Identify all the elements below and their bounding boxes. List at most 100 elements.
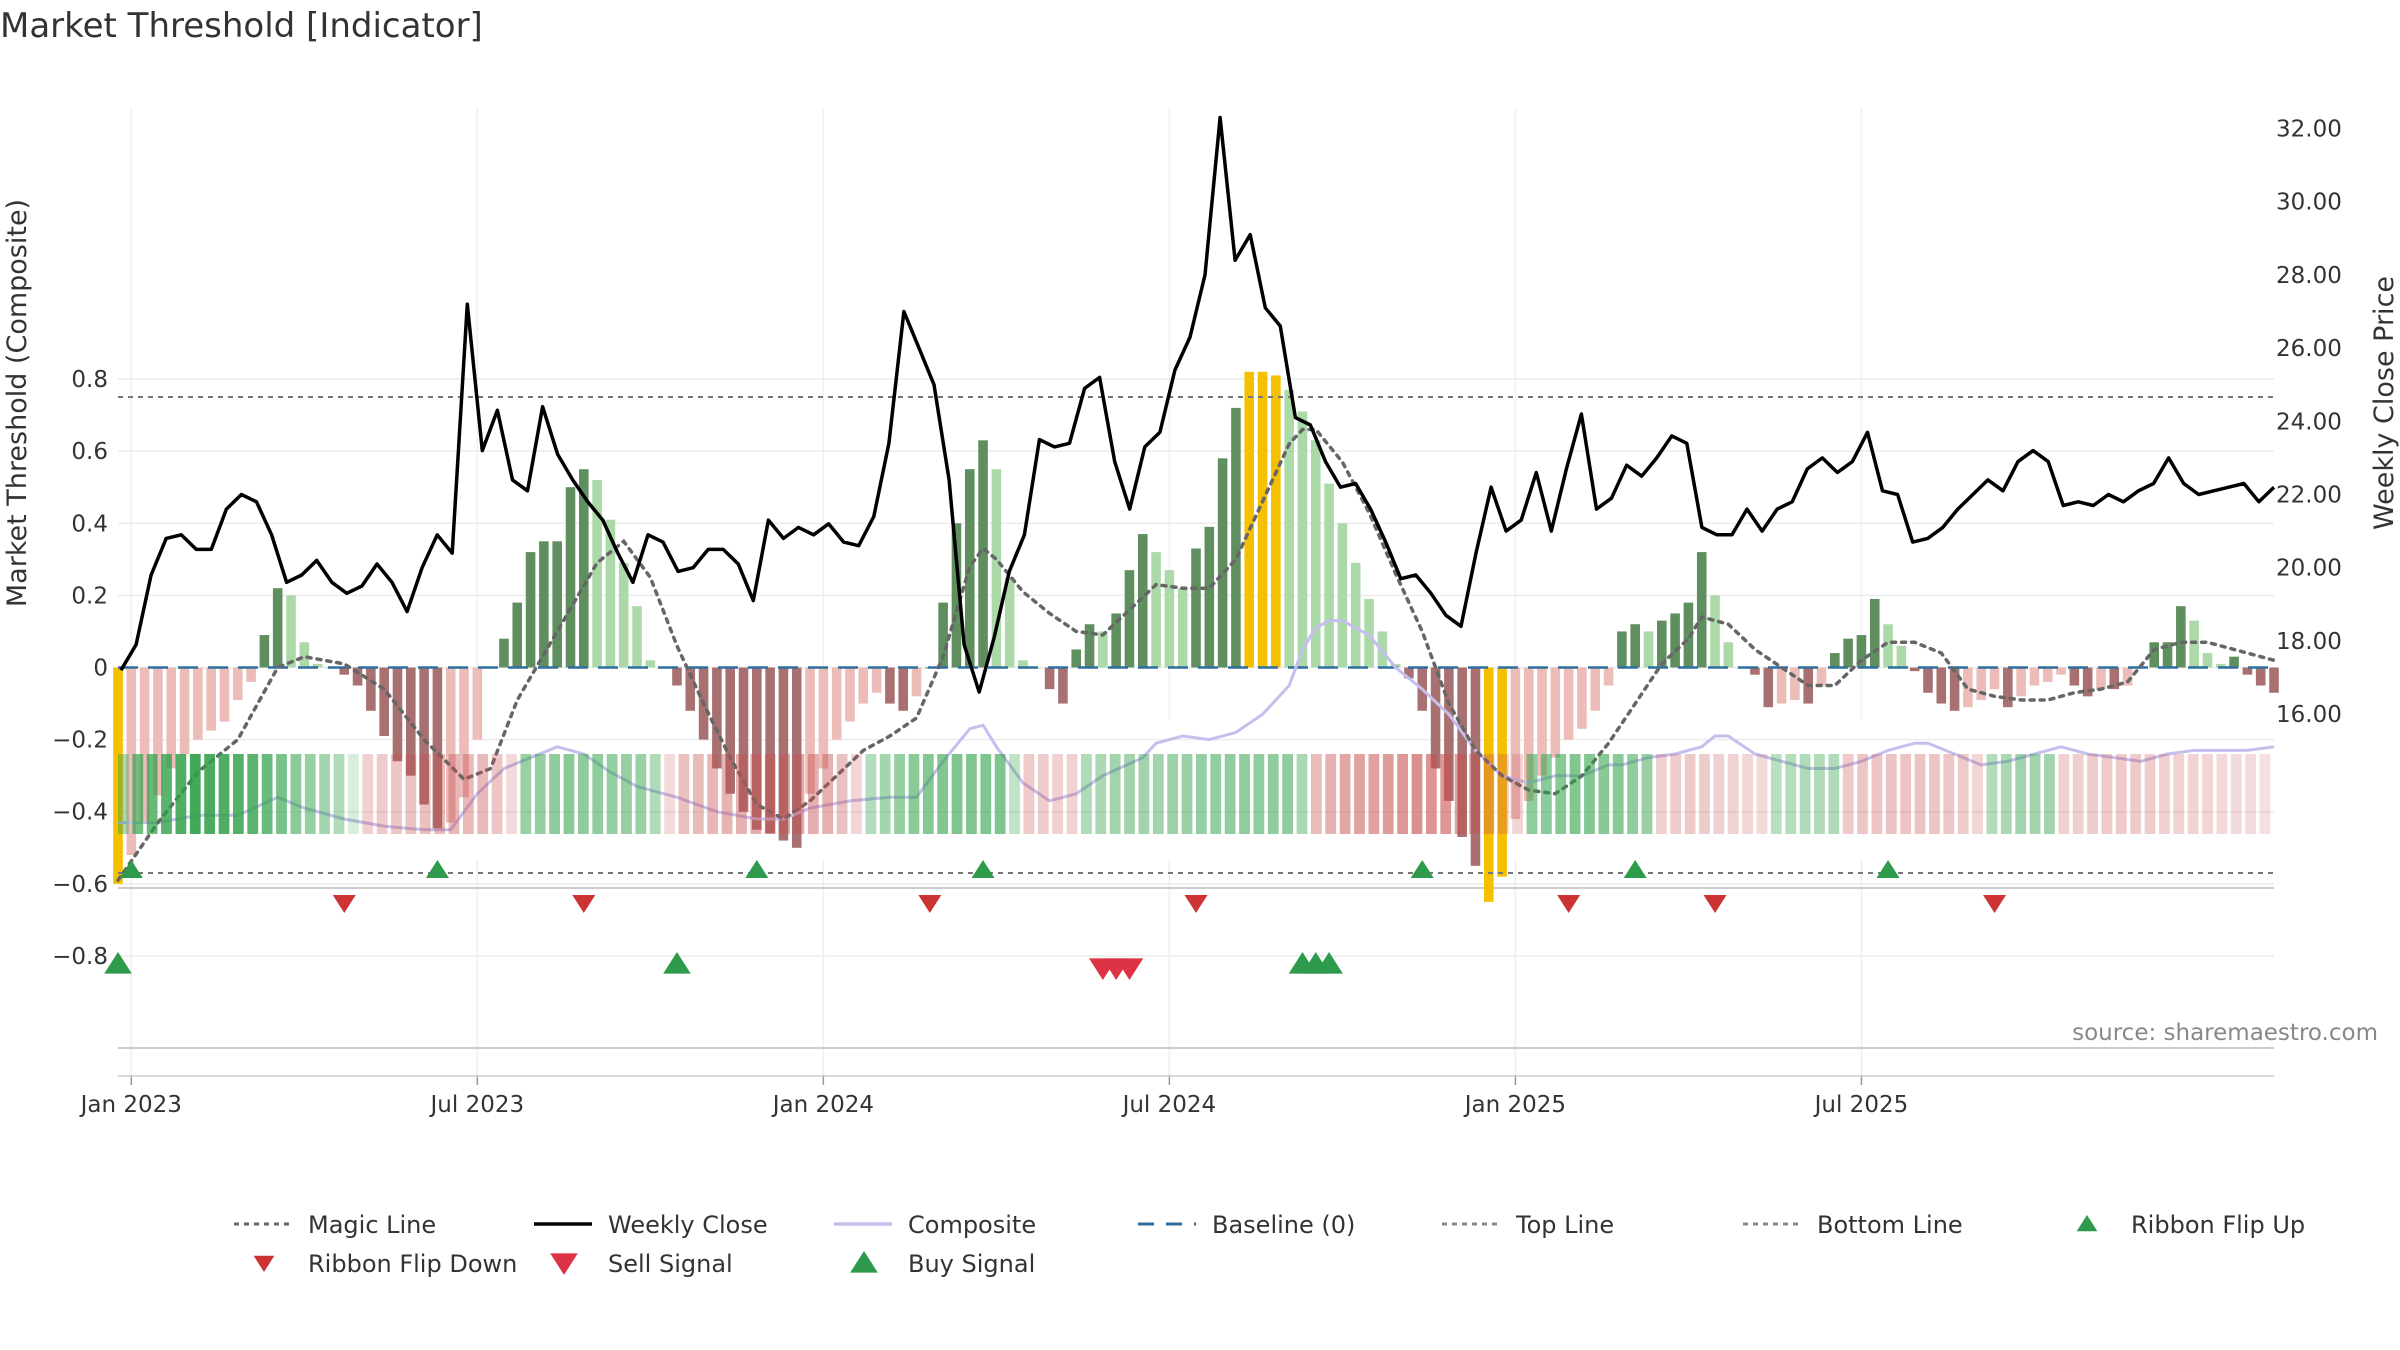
ribbon-cell [434,754,445,834]
y-tick-right: 16.00 [2276,702,2342,728]
ribbon-cell [937,754,949,834]
legend-item: Sell Signal [608,1250,733,1278]
composite-bar [1404,667,1414,679]
y-tick-right: 18.00 [2276,629,2342,655]
y-tick-right: 30.00 [2276,190,2342,216]
legend-label: Top Line [1515,1211,1614,1239]
ribbon-cell [261,754,273,834]
ribbon-cell [2259,754,2271,834]
composite-bar [525,552,536,668]
ribbon-cell [1612,754,1624,834]
composite-bar [2003,667,2013,708]
composite-bar [153,667,163,796]
ribbon-cell [592,754,604,834]
ribbon-cell [290,754,302,834]
legend-item: Buy Signal [908,1250,1035,1278]
legend-label: Sell Signal [608,1250,733,1278]
composite-bar [1111,613,1121,668]
composite-bar [2202,653,2213,668]
ribbon-cell [563,754,575,834]
ribbon-flip-up-marker [1410,860,1434,878]
ribbon-cell [1598,754,1610,834]
ribbon-cell [951,754,963,834]
composite-bar [2082,667,2093,697]
ribbon-cell [477,754,489,834]
ribbon-cell [1282,754,1294,834]
composite-bar [445,667,456,823]
ribbon-cell [304,754,316,834]
ribbon-cell [2044,754,2055,834]
ribbon-cell [1526,754,1538,834]
x-tick-label: Jul 2024 [1121,1092,1217,1118]
legend: Magic Line Weekly Close Composite Baseline … [234,1211,2305,1278]
ribbon-cell [2000,754,2012,834]
buy-signal-marker [1315,952,1343,974]
composite-bar [1883,624,1893,668]
ribbon-cell [2058,754,2070,834]
ribbon-cell [2144,754,2156,834]
composite-bar [1923,667,1933,693]
ribbon-cell [635,754,647,834]
ribbon-cell [1239,754,1250,834]
composite-bar [712,667,722,769]
ribbon-cell [1584,754,1595,834]
ribbon-cell [2029,754,2041,834]
composite-bar [632,606,642,668]
ribbon-cell [333,754,345,834]
composite-bar [392,667,403,762]
ribbon-cell [2202,754,2213,834]
composite-bar [1643,631,1654,668]
composite-bar [1164,570,1175,668]
ribbon-cell [2130,754,2142,834]
y-tick-left: 0.6 [71,439,108,465]
ribbon-cell [405,754,417,834]
ribbon-cell [577,754,589,834]
ribbon-cell [218,754,230,834]
y-tick-right: 32.00 [2276,117,2342,143]
ribbon-cell [1799,754,1811,834]
ribbon-cell [966,754,977,834]
composite-bar [272,588,283,668]
composite-bar [1483,667,1494,902]
composite-bar [2189,620,2199,668]
ribbon-cell [1756,754,1768,834]
ribbon-cell [721,754,733,834]
ribbon-cell [1483,754,1495,834]
composite-bar [951,523,962,668]
ribbon-cell [448,754,460,834]
ribbon-cell [1253,754,1265,834]
ribbon-cell [506,754,517,834]
y-tick-left: −0.4 [52,800,108,826]
composite-bar [752,667,762,830]
composite-bar [379,667,389,737]
ribbon-cell [1770,754,1782,834]
composite-bar [1896,645,1907,668]
composite-bar [858,667,869,704]
ribbon-cell [1296,754,1308,834]
composite-bar [1523,667,1534,801]
legend-item: Magic Line [234,1211,436,1239]
ribbon-cell [391,754,402,834]
ribbon-cell [161,754,172,834]
composite-bar [539,541,549,668]
composite-bar [1909,667,1920,672]
ribbon-cell [1828,754,1840,834]
ribbon-cell [1684,754,1696,834]
ribbon-cell [1727,754,1739,834]
legend-swatch [850,1251,878,1273]
composite-bar [1497,667,1507,877]
ribbon-cell [1368,754,1380,834]
legend-label: Composite [908,1211,1036,1239]
composite-bar [552,541,562,668]
composite-bar [219,667,230,722]
composite-bar [2042,667,2053,682]
composite-bar [725,667,735,794]
composite-bar [459,667,469,798]
ribbon-cell [462,754,474,834]
ribbon-cell [1569,754,1581,834]
legend-swatch [550,1253,578,1275]
composite-bar [512,602,523,668]
composite-bar [472,667,483,740]
legend-item: Bottom Line [1743,1211,1963,1239]
ribbon-cell [276,754,287,834]
